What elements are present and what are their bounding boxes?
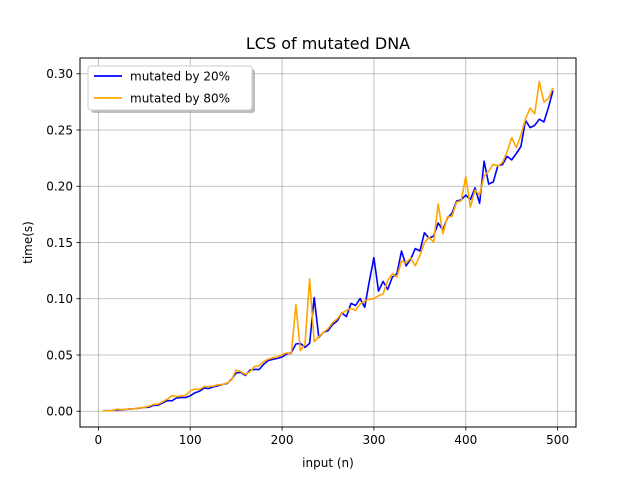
x-tick-label-2: 200 [271, 433, 294, 447]
series-line-2 [103, 80, 554, 412]
chart-title: LCS of mutated DNA [246, 34, 410, 53]
y-tick-label-6: 0.30 [46, 67, 73, 81]
legend-box [87, 65, 253, 111]
y-tick-label-5: 0.25 [46, 123, 73, 137]
series-line-1 [103, 90, 554, 412]
y-tick-label-4: 0.20 [46, 180, 73, 194]
x-axis-label: input (n) [302, 456, 354, 470]
grid [80, 58, 576, 427]
x-tick-label-4: 400 [454, 433, 477, 447]
axis-ticks: 0 100 200 300 400 500 0.00 0.05 0.10 0.15 0.20 0.25… [46, 67, 569, 447]
x-tick-label-0: 0 [95, 433, 103, 447]
y-axis-label: time(s) [21, 221, 35, 264]
x-tick-label-5: 500 [546, 433, 569, 447]
x-tick-label-3: 300 [362, 433, 385, 447]
legend-label-1: mutated by 20% [130, 70, 230, 84]
series-lines [103, 80, 554, 412]
y-tick-label-3: 0.15 [46, 236, 73, 250]
y-tick-label-0: 0.00 [46, 405, 73, 419]
y-tick-label-1: 0.05 [46, 348, 73, 362]
x-tick-label-1: 100 [179, 433, 202, 447]
legend-label-2: mutated by 80% [130, 92, 230, 106]
legend: mutated by 20% mutated by 80% [87, 65, 255, 113]
y-tick-label-2: 0.10 [46, 292, 73, 306]
